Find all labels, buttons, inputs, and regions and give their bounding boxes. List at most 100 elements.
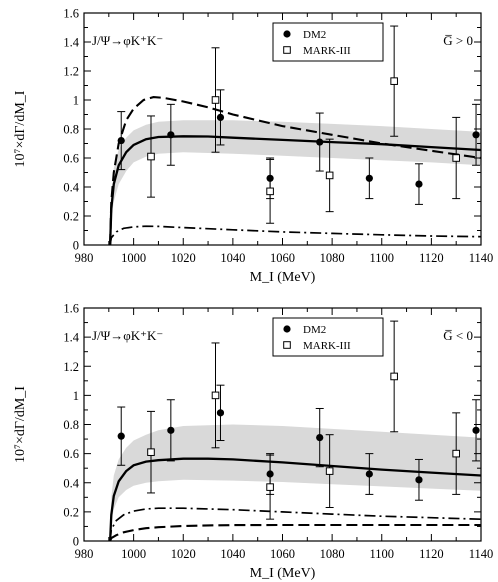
data-point-dm2 xyxy=(365,453,374,495)
x-axis-label: M_I (MeV) xyxy=(250,566,316,581)
legend-label: MARK-III xyxy=(303,45,351,57)
marker-filled-circle xyxy=(316,138,324,146)
x-tick-label: 1120 xyxy=(419,251,444,265)
y-tick-label: 0.6 xyxy=(63,447,79,461)
data-point-dm2 xyxy=(414,458,423,501)
y-tick-label: 0.4 xyxy=(63,476,79,490)
marker-filled-circle xyxy=(117,432,125,440)
x-tick-label: 1140 xyxy=(469,547,494,561)
y-axis-label: 10⁷×dΓ/dM_I xyxy=(13,90,28,167)
legend: DM2 MARK-III xyxy=(272,22,384,62)
data-point-mark-iii xyxy=(146,410,155,494)
marker-filled-circle xyxy=(167,131,175,139)
marker-open-square xyxy=(147,152,155,161)
y-tick-label: 0.6 xyxy=(63,152,79,166)
y-tick-label: 1.4 xyxy=(63,331,79,345)
y-tick-label: 1 xyxy=(73,389,79,403)
x-tick-label: 1100 xyxy=(369,547,394,561)
data-point-mark-iii xyxy=(266,454,275,520)
data-point-mark-iii xyxy=(211,342,220,449)
data-point-dm2 xyxy=(472,399,481,462)
x-tick-label: 1080 xyxy=(320,251,345,265)
panel-bottom: 980 1000 1020 1040 1060 1080 1100 1120 1140 0 0.2 0… xyxy=(13,302,493,582)
legend-marker-filled-circle xyxy=(283,325,291,333)
x-tick-label: 1000 xyxy=(121,547,146,561)
marker-open-square xyxy=(452,449,460,458)
x-tick-label: 1080 xyxy=(320,547,345,561)
x-tick-label: 1020 xyxy=(171,547,196,561)
marker-filled-circle xyxy=(117,137,125,145)
x-tick-label: 980 xyxy=(75,251,94,265)
marker-filled-circle xyxy=(365,174,373,182)
data-point-mark-iii xyxy=(452,412,461,495)
x-tick-label: 980 xyxy=(75,547,94,561)
y-tick-label: 0 xyxy=(73,239,79,253)
data-point-dm2 xyxy=(472,103,481,166)
legend-marker-open-square xyxy=(283,46,291,54)
legend-box xyxy=(272,317,384,357)
marker-filled-circle xyxy=(216,113,225,121)
data-point-dm2 xyxy=(315,112,324,172)
marker-filled-circle xyxy=(167,426,175,434)
x-tick-label: 1000 xyxy=(121,251,146,265)
legend-marker-open-square xyxy=(283,341,291,349)
x-tick-label: 1060 xyxy=(270,251,295,265)
marker-filled-circle xyxy=(472,131,480,139)
data-point-dm2 xyxy=(166,399,175,462)
legend-label: DM2 xyxy=(303,324,326,336)
legend: DM2 MARK-III xyxy=(272,317,384,357)
legend-marker-filled-circle xyxy=(283,30,291,38)
y-tick-label: 1.2 xyxy=(63,65,79,79)
data-point-mark-iii xyxy=(325,138,334,213)
data-point-mark-iii xyxy=(146,115,155,198)
x-tick-label: 1100 xyxy=(369,251,394,265)
marker-filled-circle xyxy=(415,180,423,188)
marker-filled-circle xyxy=(472,426,480,434)
data-point-dm2 xyxy=(117,111,126,171)
marker-filled-circle xyxy=(365,470,373,478)
data-point-dm2 xyxy=(365,157,374,200)
marker-open-square xyxy=(211,96,220,104)
data-point-dm2 xyxy=(216,384,225,442)
curve-dashed xyxy=(109,523,481,541)
g-sign-label: G̅ > 0 xyxy=(443,33,473,48)
y-tick-label: 0.8 xyxy=(63,123,79,137)
y-tick-label: 1.6 xyxy=(63,7,79,21)
uncertainty-band xyxy=(110,424,481,541)
marker-filled-circle xyxy=(415,476,423,484)
uncertainty-band xyxy=(110,120,481,245)
y-tick-label: 1.2 xyxy=(63,360,79,374)
process-label: J/Ψ→φK⁺K⁻ xyxy=(92,33,163,48)
data-point-mark-iii xyxy=(390,320,399,433)
curve-dash-dot xyxy=(109,225,481,245)
y-tick-label: 1.4 xyxy=(63,36,79,50)
curve-dash-dot xyxy=(109,507,481,541)
curve-dashed xyxy=(109,96,481,245)
marker-open-square xyxy=(390,77,398,85)
y-tick-label: 0.4 xyxy=(63,181,79,195)
data-point-dm2 xyxy=(216,89,225,146)
y-tick-label: 0 xyxy=(73,535,79,549)
marker-filled-circle xyxy=(316,434,324,442)
legend-box xyxy=(272,22,384,62)
x-axis-label: M_I (MeV) xyxy=(250,270,316,285)
x-tick-label: 1140 xyxy=(469,251,494,265)
y-tick-label: 0.8 xyxy=(63,418,79,432)
marker-open-square xyxy=(266,483,274,491)
x-tick-label: 1040 xyxy=(220,547,245,561)
y-tick-label: 0.2 xyxy=(63,505,79,519)
marker-open-square xyxy=(266,187,274,196)
marker-open-square xyxy=(325,171,334,180)
marker-open-square xyxy=(147,448,155,456)
data-point-mark-iii xyxy=(390,25,399,137)
data-point-mark-iii xyxy=(211,47,220,153)
process-label: J/Ψ→φK⁺K⁻ xyxy=(92,328,163,343)
data-point-dm2 xyxy=(166,103,175,166)
x-tick-label: 1120 xyxy=(419,547,444,561)
data-point-dm2 xyxy=(117,406,126,466)
marker-filled-circle xyxy=(216,409,225,417)
data-point-mark-iii xyxy=(266,158,275,224)
data-point-mark-iii xyxy=(325,434,334,509)
plot-area xyxy=(108,25,481,245)
